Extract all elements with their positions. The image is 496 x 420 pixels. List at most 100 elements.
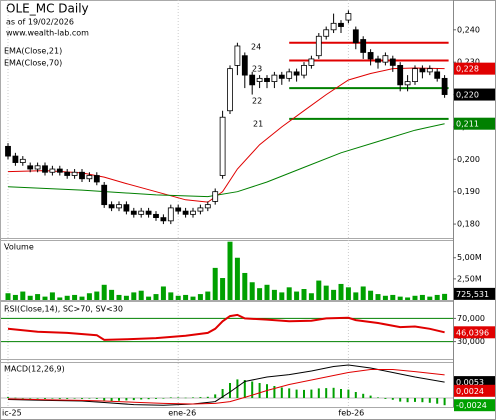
histogram-bar [332,387,335,398]
bar [131,292,137,300]
value-badge-label: 725,531 [456,290,489,299]
histogram-bar [421,398,424,403]
histogram-bar [81,398,83,399]
candle-body [227,68,233,112]
bar [345,287,351,300]
bar [168,292,174,300]
candle-body [345,13,352,21]
candle-body [241,55,248,76]
histogram-bar [369,395,372,398]
bar [419,294,425,300]
histogram-bar [118,398,120,401]
histogram-bar [58,398,61,399]
candle-body [352,29,359,44]
histogram-bar [103,398,106,401]
bar [146,296,152,300]
bar [294,291,300,300]
annotation: 21 [253,120,263,129]
bar [190,296,196,300]
bar [242,272,248,300]
histogram-bar [280,387,283,398]
candle-body [315,35,322,57]
histogram-bar [229,383,231,398]
histogram-bar [354,392,357,398]
histogram-bar [177,397,180,398]
annotation: 24 [251,43,261,52]
candle-body [42,165,48,173]
value-badge-label: 46,0396 [456,328,489,337]
candle-body [308,58,315,66]
histogram-bar [206,396,209,398]
bar [434,294,440,300]
chart-subtitle: as of 19/02/2026 [6,18,74,27]
bar [35,294,41,300]
candle-body [64,171,71,176]
legend-entry: EMA(Close,21) [4,47,62,56]
bar [264,284,270,300]
bar [116,294,122,300]
histogram-bar [221,389,224,398]
histogram-bar [310,389,313,398]
candle-body [34,165,41,170]
bar [227,241,233,300]
histogram-bar [162,398,165,399]
histogram-bar [21,398,24,399]
bar [138,290,144,300]
bar [64,295,70,300]
candle-body [256,77,263,83]
candle-body [404,81,411,86]
histogram-bar [243,380,246,398]
histogram-bar [88,398,91,399]
bar [123,295,129,300]
candle-body [49,168,56,173]
histogram-bar [362,393,365,398]
histogram-bar [44,398,46,399]
bar [331,289,337,300]
candle-body [249,74,256,86]
y-tick-label: 70,000 [457,314,485,323]
value-badge-label: 0,228 [456,65,479,74]
bar [405,297,411,300]
bar [197,294,203,300]
histogram-bar [95,398,98,399]
bar [183,294,189,300]
bar [390,294,396,300]
bar [375,294,381,300]
candle-body [27,165,34,170]
bar [286,287,292,300]
value-badge-label: 0,220 [456,91,479,100]
bar [205,291,211,300]
bar [49,292,55,300]
candle-body [12,155,19,163]
bar [5,293,11,300]
candle-body [130,210,137,215]
histogram-bar [73,398,76,399]
bar [427,296,433,300]
histogram-bar [436,398,439,404]
histogram-bar [377,397,379,398]
candle-body [145,210,152,215]
candle-body [116,204,122,209]
candle-body [389,58,396,66]
candle-body [412,68,418,83]
candle-body [167,207,174,222]
bar [353,292,359,300]
bar [271,289,277,300]
candle-body [264,77,270,83]
value-badge [454,117,495,130]
histogram-bar [199,397,202,398]
histogram-bar [325,388,328,398]
annotation: 22 [252,97,262,106]
candle-body [204,204,211,209]
bar [382,295,388,300]
histogram-bar [266,384,268,398]
histogram-bar [347,389,350,398]
histogram-bar [295,389,298,398]
candle-body [338,22,344,27]
bar [57,297,63,300]
bar [220,278,226,300]
bar [94,291,100,300]
histogram-bar [29,398,32,399]
candle-body [182,210,189,215]
line [7,369,445,405]
